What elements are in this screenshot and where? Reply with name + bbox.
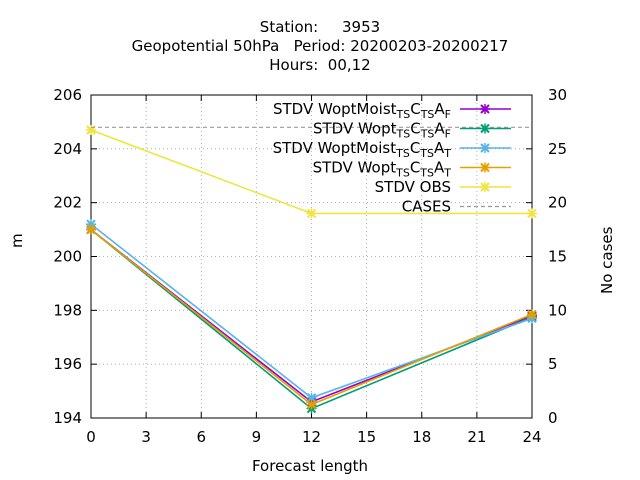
legend-label-2: STDV WoptTSCTSAF: [313, 120, 451, 141]
axis-ticks: 0 3 6 9 12 15 18 21 24 194 196 198 200 202 204 206 0 5 10 1…: [53, 86, 567, 446]
y-axis-title: m: [8, 233, 26, 248]
x-tick-label: 6: [196, 428, 206, 446]
data-point: [527, 309, 537, 320]
y-tick-label: 200: [53, 248, 82, 266]
x-tick-label: 18: [412, 428, 431, 446]
legend-label-6: CASES: [402, 198, 451, 216]
legend-marker-2: [480, 123, 490, 134]
chart-title-line-3: Hours: 00,12: [269, 56, 371, 74]
legend-label-5: STDV OBS: [375, 178, 451, 196]
y2-tick-label: 20: [548, 194, 567, 212]
y-tick-label: 202: [53, 194, 82, 212]
x-tick-label: 9: [252, 428, 262, 446]
y2-axis-title: No cases: [598, 226, 616, 294]
data-point: [86, 224, 96, 235]
x-axis-title: Forecast length: [251, 457, 369, 475]
data-point: [306, 399, 317, 410]
data-point: [86, 124, 96, 135]
grid-lines: [91, 95, 532, 418]
legend-marker-5: [480, 182, 490, 192]
y-tick-label: 198: [53, 301, 82, 319]
data-point: [306, 208, 317, 219]
legend-marker-3: [480, 143, 490, 153]
x-tick-label: 0: [86, 428, 96, 446]
chart-title-line-2: Geopotential 50hPa Period: 20200203-2020…: [131, 37, 509, 55]
y2-tick-label: 0: [548, 409, 558, 427]
data-point: [527, 208, 537, 219]
y-tick-label: 194: [53, 409, 82, 427]
legend-marker-4: [480, 162, 490, 173]
y2-tick-label: 30: [548, 86, 567, 104]
x-tick-label: 15: [357, 428, 376, 446]
x-tick-label: 12: [302, 428, 321, 446]
x-tick-label: 3: [141, 428, 151, 446]
y-tick-label: 196: [53, 355, 82, 373]
x-tick-label: 21: [467, 428, 486, 446]
legend-marker-1: [480, 104, 490, 114]
y2-tick-label: 15: [548, 248, 567, 266]
legend-label-3: STDV WoptMoistTSCTSAT: [273, 139, 452, 160]
y2-tick-label: 10: [548, 301, 567, 319]
legend-label-4: STDV WoptTSCTSAT: [313, 159, 452, 180]
y-tick-label: 206: [53, 86, 82, 104]
series-lines: [86, 124, 537, 414]
legend-label-1: STDV WoptMoistTSCTSAF: [273, 100, 451, 121]
chart-title-line-1: Station: 3953: [259, 18, 381, 36]
x-tick-label: 24: [522, 428, 541, 446]
y2-tick-label: 5: [548, 355, 558, 373]
y-tick-label: 204: [53, 140, 82, 158]
y2-tick-label: 25: [548, 140, 567, 158]
